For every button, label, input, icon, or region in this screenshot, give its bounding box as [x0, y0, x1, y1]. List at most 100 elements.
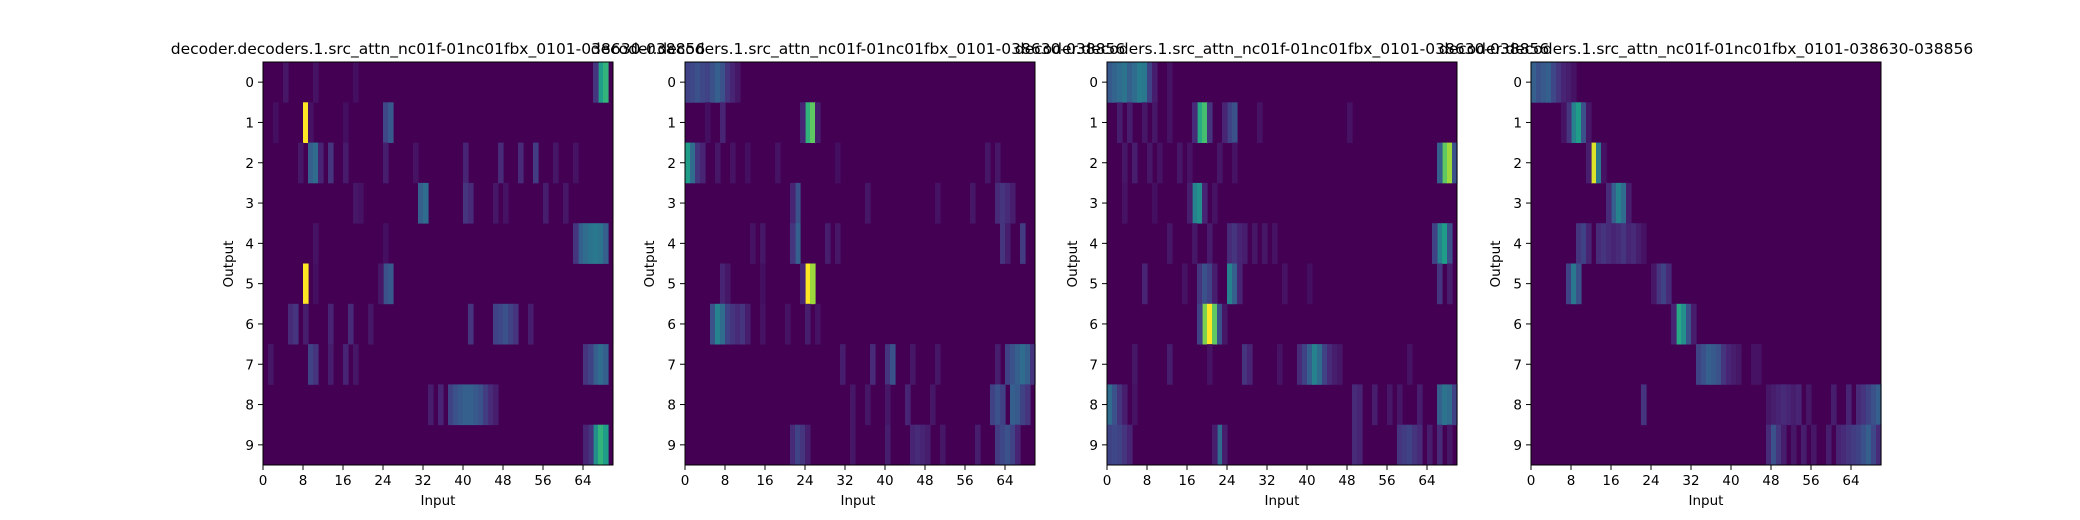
panel-1-ylabel: Output: [221, 241, 237, 288]
heatmap-cell: [1701, 344, 1707, 385]
heatmap-cell: [1197, 303, 1203, 345]
heatmap-cell: [1142, 62, 1148, 103]
heatmap-cell: [935, 344, 941, 385]
heatmap-cell: [885, 344, 891, 385]
heatmap-cell: [1437, 424, 1443, 466]
heatmap-cell: [1791, 384, 1797, 426]
y-tick-label: 5: [1089, 277, 1098, 293]
heatmap-cell: [1811, 424, 1817, 466]
heatmap-cell: [598, 424, 604, 466]
heatmap-cell: [760, 303, 766, 345]
heatmap-cell: [1861, 424, 1867, 466]
heatmap-cell: [730, 303, 736, 345]
heatmap-cell: [1751, 344, 1757, 385]
heatmap-cell: [1207, 344, 1213, 385]
heatmap-cell: [970, 182, 976, 224]
heatmap-cell: [1152, 182, 1158, 224]
heatmap-cell: [1112, 384, 1118, 426]
heatmap-cell: [463, 142, 469, 184]
heatmap-cell: [1846, 384, 1852, 426]
heatmap-cell: [725, 303, 731, 345]
heatmap-cell: [428, 384, 434, 426]
heatmap-cell: [1232, 263, 1238, 305]
heatmap-cell: [700, 62, 706, 103]
x-tick-label: 48: [1762, 473, 1779, 489]
heatmap-cell: [503, 182, 509, 224]
heatmap-cell: [995, 424, 1001, 466]
heatmap-cell: [685, 142, 691, 184]
heatmap-cell: [1132, 62, 1138, 103]
axes-frame: [262, 61, 614, 466]
heatmap-cell: [935, 182, 941, 224]
heatmap-cell: [498, 303, 504, 345]
heatmap-cell: [1566, 62, 1572, 103]
heatmap-cell: [1302, 344, 1308, 385]
heatmap-cell: [1202, 182, 1208, 224]
heatmap-cell: [343, 102, 349, 143]
heatmap-cell: [593, 223, 599, 264]
heatmap-cell: [995, 384, 1001, 426]
heatmap-cell: [598, 223, 604, 264]
panel-3-xlabel: Input: [1265, 493, 1300, 509]
x-tick-label: 0: [1103, 473, 1112, 489]
heatmap-cell: [598, 344, 604, 385]
heatmap-cell: [383, 142, 389, 184]
heatmap-cell: [1202, 263, 1208, 305]
heatmap-cell: [303, 263, 309, 305]
heatmap-cell: [1571, 263, 1577, 305]
heatmap-cell: [1015, 384, 1021, 426]
heatmap-cell: [915, 424, 921, 466]
heatmap-cell: [1117, 102, 1123, 143]
heatmap-cell: [885, 424, 891, 466]
x-tick-label: 8: [1143, 473, 1152, 489]
heatmap-cell: [1781, 384, 1787, 426]
heatmap-cell: [1397, 384, 1403, 426]
heatmap-cell: [593, 62, 599, 103]
titles-layer: decoder.decoders.1.src_attn_nc01f-01nc01…: [171, 40, 1973, 59]
heatmap-cell: [593, 424, 599, 466]
heatmap-cell: [1447, 142, 1453, 184]
x-tick-label: 56: [534, 473, 551, 489]
x-tick-label: 48: [1338, 473, 1355, 489]
heatmap-cell: [1272, 223, 1278, 264]
heatmap-cell: [1566, 263, 1572, 305]
heatmap-cell: [790, 182, 796, 224]
heatmap-cell: [283, 62, 289, 103]
heatmap-cell: [313, 344, 319, 385]
heatmap-cell: [1122, 142, 1128, 184]
heatmap-cell: [695, 62, 701, 103]
y-tick-label: 9: [245, 438, 254, 454]
heatmap-cell: [1596, 142, 1602, 184]
heatmap-cell: [588, 223, 594, 264]
heatmap-cell: [1127, 424, 1133, 466]
heatmap-cell: [493, 303, 499, 345]
heatmap-cell: [1676, 303, 1682, 345]
heatmap-cell: [690, 142, 696, 184]
heatmap-cell: [1601, 223, 1607, 264]
heatmap-cell: [328, 344, 334, 385]
heatmap-cell: [1452, 142, 1458, 184]
heatmap-cell: [1127, 62, 1133, 103]
heatmap-cell: [1277, 344, 1283, 385]
heatmap-cell: [1020, 384, 1026, 426]
heatmap-cell: [343, 142, 349, 184]
y-tick-label: 0: [1089, 75, 1098, 91]
heatmap-cell: [473, 384, 479, 426]
heatmap-cell: [1861, 384, 1867, 426]
heatmap-cell: [578, 223, 584, 264]
heatmap-cell: [1611, 223, 1617, 264]
heatmap-cell: [1352, 384, 1358, 426]
heatmap-cell: [1242, 223, 1248, 264]
heatmap-cell: [1107, 384, 1113, 426]
heatmap-cell: [1352, 424, 1358, 466]
heatmap-cell: [448, 384, 454, 426]
labels-layer: Input Input Input Input Output Output Ou…: [221, 241, 1723, 509]
heatmap-cell: [1626, 223, 1632, 264]
heatmap-cell: [685, 62, 691, 103]
heatmap-cell: [1571, 62, 1577, 103]
x-tick-label: 16: [1602, 473, 1619, 489]
heatmap-cell: [1437, 142, 1443, 184]
heatmap-cell: [1117, 62, 1123, 103]
heatmap-cell: [598, 62, 604, 103]
heatmap-cell: [1197, 102, 1203, 143]
